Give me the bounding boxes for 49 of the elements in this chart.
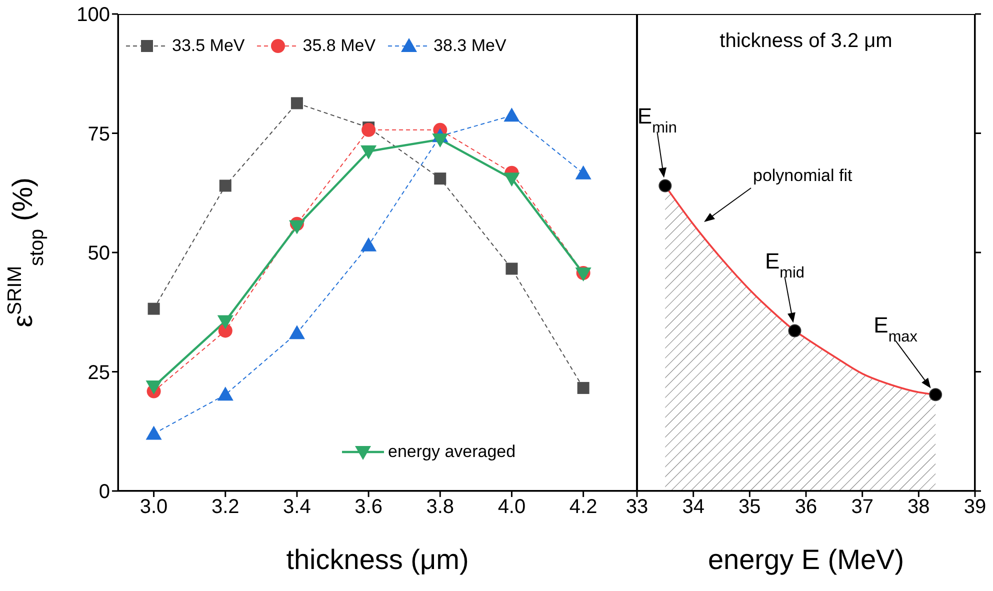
point — [217, 315, 234, 330]
x-tick-label: 3.4 — [283, 496, 311, 518]
point — [432, 133, 448, 148]
x-tick-label: 3.0 — [140, 496, 168, 518]
x-tick-label: 3.6 — [354, 496, 382, 518]
point — [288, 220, 305, 234]
x-tick-label: 38 — [908, 496, 930, 518]
point — [146, 426, 162, 440]
point — [360, 237, 377, 252]
x-tick-label: 4.0 — [498, 496, 526, 518]
point — [146, 380, 162, 395]
x-tick-label: 36 — [794, 496, 818, 518]
point — [288, 325, 305, 340]
point — [290, 97, 303, 110]
annotation: polynomial fit — [753, 166, 852, 186]
annotation: E$_{min}$ — [637, 104, 677, 136]
point — [577, 382, 590, 394]
y-tick-label: 25 — [88, 362, 110, 384]
x-tick-label: 4.2 — [569, 496, 598, 518]
legend-label: 38.3 MeV — [434, 36, 506, 56]
point — [434, 172, 446, 185]
legend-label: 33.5 MeV — [172, 36, 245, 56]
point — [504, 172, 520, 187]
x-tick-label: 35 — [738, 496, 761, 518]
point — [219, 180, 232, 192]
text: thickness of 3.2 μm — [718, 30, 894, 53]
point — [217, 386, 234, 401]
x-tick-label: 34 — [682, 496, 704, 518]
annotation: E$_{mid}$ — [764, 248, 804, 282]
annotation: E$_{max}$ — [874, 312, 918, 346]
y-tick-label: 50 — [88, 242, 110, 265]
x-tick-label: 3.2 — [211, 496, 240, 518]
y-tick-label: 75 — [88, 123, 110, 146]
y-tick-label: 0 — [98, 481, 110, 504]
x-tick-label: 33 — [626, 496, 648, 518]
x-axis-title: thickness (μm) — [286, 544, 469, 575]
legend-label: energy averaged — [388, 442, 516, 462]
point — [148, 302, 160, 315]
x-tick-label: 3.8 — [426, 496, 454, 518]
x-tick-label: 39 — [964, 496, 986, 518]
x-axis-title: energy E (MeV) — [708, 544, 904, 575]
point — [504, 108, 520, 122]
legend-label: 35.8 MeV — [302, 36, 376, 56]
x-tick-label: 37 — [851, 496, 874, 518]
point — [506, 262, 518, 275]
point — [360, 145, 377, 160]
point — [362, 122, 376, 137]
y-tick-label: 100 — [76, 4, 110, 26]
point — [575, 165, 592, 180]
